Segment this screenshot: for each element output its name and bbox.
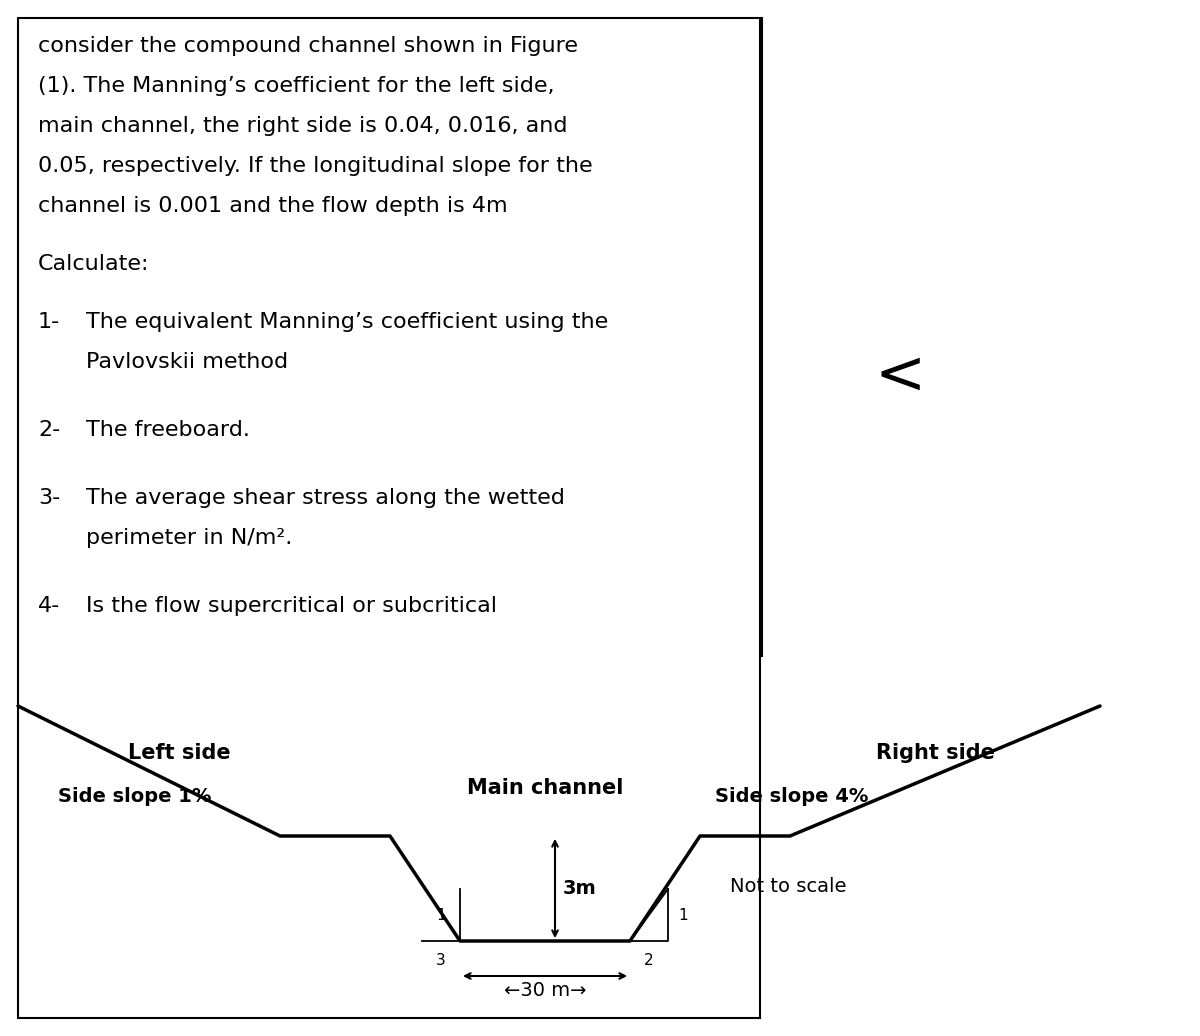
Bar (18, 18, 760, 1018)
Text: (1). The Manning’s coefficient for the left side,: (1). The Manning’s coefficient for the l… (38, 76, 554, 96)
Text: 0.05, respectively. If the longitudinal slope for the: 0.05, respectively. If the longitudinal … (38, 156, 593, 176)
Text: The average shear stress along the wetted: The average shear stress along the wette… (86, 488, 565, 508)
Text: 3: 3 (436, 953, 446, 968)
Text: The freeboard.: The freeboard. (86, 420, 250, 440)
Text: 1: 1 (437, 908, 446, 922)
Text: Right side: Right side (876, 743, 995, 762)
Text: 2-: 2- (38, 420, 60, 440)
Text: perimeter in N/m².: perimeter in N/m². (86, 528, 293, 548)
Text: 3m: 3m (563, 879, 596, 898)
Text: Not to scale: Not to scale (730, 876, 846, 895)
Text: Calculate:: Calculate: (38, 254, 150, 274)
Text: Left side: Left side (127, 743, 230, 762)
Text: 1-: 1- (38, 312, 60, 332)
Text: consider the compound channel shown in Figure: consider the compound channel shown in F… (38, 36, 578, 56)
Text: ←30 m→: ←30 m→ (504, 981, 587, 1000)
Text: Pavlovskii method: Pavlovskii method (86, 352, 288, 372)
Text: <: < (875, 346, 925, 405)
Text: 1: 1 (678, 908, 688, 922)
Text: 3-: 3- (38, 488, 60, 508)
Text: 2: 2 (644, 953, 654, 968)
Text: Main channel: Main channel (467, 778, 623, 798)
Text: Is the flow supercritical or subcritical: Is the flow supercritical or subcritical (86, 596, 497, 616)
Text: channel is 0.001 and the flow depth is 4m: channel is 0.001 and the flow depth is 4… (38, 196, 508, 215)
Text: Side slope 1%: Side slope 1% (58, 787, 211, 806)
Text: main channel, the right side is 0.04, 0.016, and: main channel, the right side is 0.04, 0.… (38, 116, 568, 136)
Text: 4-: 4- (38, 596, 60, 616)
Text: Side slope 4%: Side slope 4% (715, 787, 869, 806)
Text: The equivalent Manning’s coefficient using the: The equivalent Manning’s coefficient usi… (86, 312, 608, 332)
